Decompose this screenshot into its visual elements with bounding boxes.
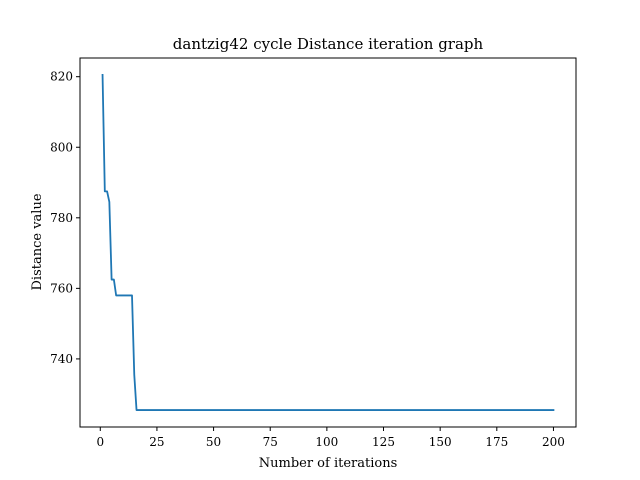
y-tick-label-760: 760 <box>50 281 73 295</box>
y-tick-label-820: 820 <box>50 70 73 84</box>
series-line-0 <box>101 74 555 411</box>
x-tick-label-0: 0 <box>96 435 104 449</box>
x-tick-label-100: 100 <box>315 435 338 449</box>
plot-area: 0 25 50 75 100 125 150 175 200 740 760 780 800 820 <box>50 57 577 449</box>
x-tick-label-175: 175 <box>485 435 508 449</box>
y-tick-label-800: 800 <box>50 140 73 154</box>
x-axis-label: Number of iterations <box>259 456 398 471</box>
y-tick-label-740: 740 <box>50 352 73 366</box>
x-tick-label-75: 75 <box>263 435 278 449</box>
x-tick-label-200: 200 <box>542 435 565 449</box>
x-tick-label-125: 125 <box>372 435 395 449</box>
x-tick-label-50: 50 <box>206 435 221 449</box>
x-tick-label-25: 25 <box>149 435 164 449</box>
x-tick-label-150: 150 <box>429 435 452 449</box>
y-tick-label-780: 780 <box>50 211 73 225</box>
chart-title: dantzig42 cycle Distance iteration graph <box>173 35 484 53</box>
y-axis-label: Distance value <box>30 193 45 290</box>
axes-frame <box>79 57 577 428</box>
